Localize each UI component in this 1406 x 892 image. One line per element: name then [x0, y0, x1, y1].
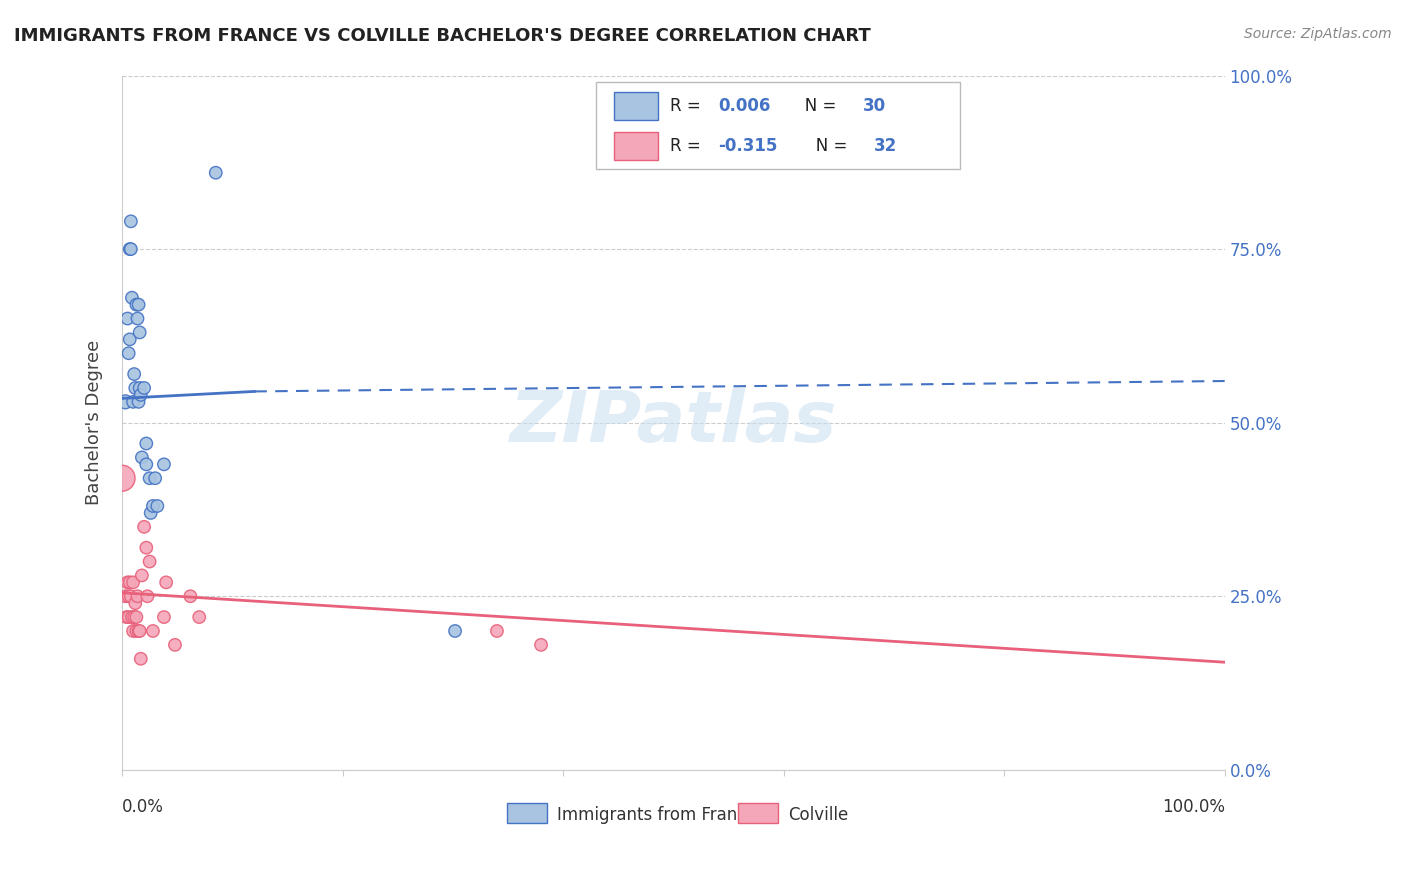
Point [128, 298, 150, 312]
Point [125, 610, 148, 624]
Point [114, 395, 136, 409]
Point [135, 541, 157, 555]
Point [444, 624, 467, 638]
Point [128, 624, 150, 638]
Text: R =: R = [671, 97, 706, 115]
Y-axis label: Bachelor's Degree: Bachelor's Degree [86, 340, 103, 505]
Point [485, 624, 508, 638]
Point [125, 624, 148, 638]
Point [128, 381, 150, 395]
Point [163, 638, 186, 652]
Point [125, 298, 148, 312]
Point [120, 214, 142, 228]
FancyBboxPatch shape [508, 804, 547, 823]
Point [118, 575, 141, 590]
Point [117, 575, 139, 590]
FancyBboxPatch shape [596, 82, 960, 169]
Point [118, 346, 141, 360]
Text: R =: R = [671, 136, 706, 155]
Point [117, 311, 139, 326]
FancyBboxPatch shape [738, 804, 779, 823]
Point [128, 624, 150, 638]
Point [122, 575, 145, 590]
Point [143, 471, 166, 485]
Point [127, 311, 149, 326]
Point [118, 589, 141, 603]
Text: N =: N = [789, 97, 842, 115]
Text: IMMIGRANTS FROM FRANCE VS COLVILLE BACHELOR'S DEGREE CORRELATION CHART: IMMIGRANTS FROM FRANCE VS COLVILLE BACHE… [14, 27, 870, 45]
Point [204, 166, 226, 180]
Point [132, 520, 155, 534]
Text: 0.006: 0.006 [718, 97, 770, 115]
Text: Colville: Colville [789, 806, 849, 824]
Point [122, 624, 145, 638]
Point [114, 589, 136, 603]
Point [153, 610, 176, 624]
Point [129, 652, 152, 666]
Point [138, 555, 160, 569]
Point [131, 568, 153, 582]
Text: Immigrants from France: Immigrants from France [557, 806, 756, 824]
Point [127, 589, 149, 603]
Point [120, 242, 142, 256]
Point [111, 471, 134, 485]
Text: N =: N = [800, 136, 853, 155]
Point [153, 458, 176, 472]
Point [118, 242, 141, 256]
Point [142, 499, 165, 513]
Point [142, 624, 165, 638]
Point [122, 610, 145, 624]
Point [139, 506, 162, 520]
Text: 32: 32 [875, 136, 897, 155]
Point [530, 638, 553, 652]
Point [122, 395, 145, 409]
FancyBboxPatch shape [614, 92, 658, 120]
Point [155, 575, 177, 590]
Text: 30: 30 [863, 97, 886, 115]
Text: Source: ZipAtlas.com: Source: ZipAtlas.com [1244, 27, 1392, 41]
Point [179, 589, 201, 603]
Text: -0.315: -0.315 [718, 136, 778, 155]
Point [135, 436, 157, 450]
Point [146, 499, 169, 513]
Point [136, 589, 159, 603]
Point [131, 450, 153, 465]
Point [138, 471, 160, 485]
Point [135, 458, 157, 472]
Point [120, 589, 142, 603]
Point [132, 381, 155, 395]
Point [121, 291, 143, 305]
Text: 100.0%: 100.0% [1161, 797, 1225, 815]
Point [129, 388, 152, 402]
FancyBboxPatch shape [614, 132, 658, 160]
Text: ZIPatlas: ZIPatlas [510, 388, 837, 458]
Point [115, 610, 138, 624]
Point [188, 610, 211, 624]
Point [118, 610, 141, 624]
Point [121, 610, 143, 624]
Point [124, 381, 146, 395]
Point [118, 332, 141, 346]
Point [128, 326, 150, 340]
Point [124, 596, 146, 610]
Point [122, 367, 145, 381]
Text: 0.0%: 0.0% [122, 797, 165, 815]
Point [128, 395, 150, 409]
